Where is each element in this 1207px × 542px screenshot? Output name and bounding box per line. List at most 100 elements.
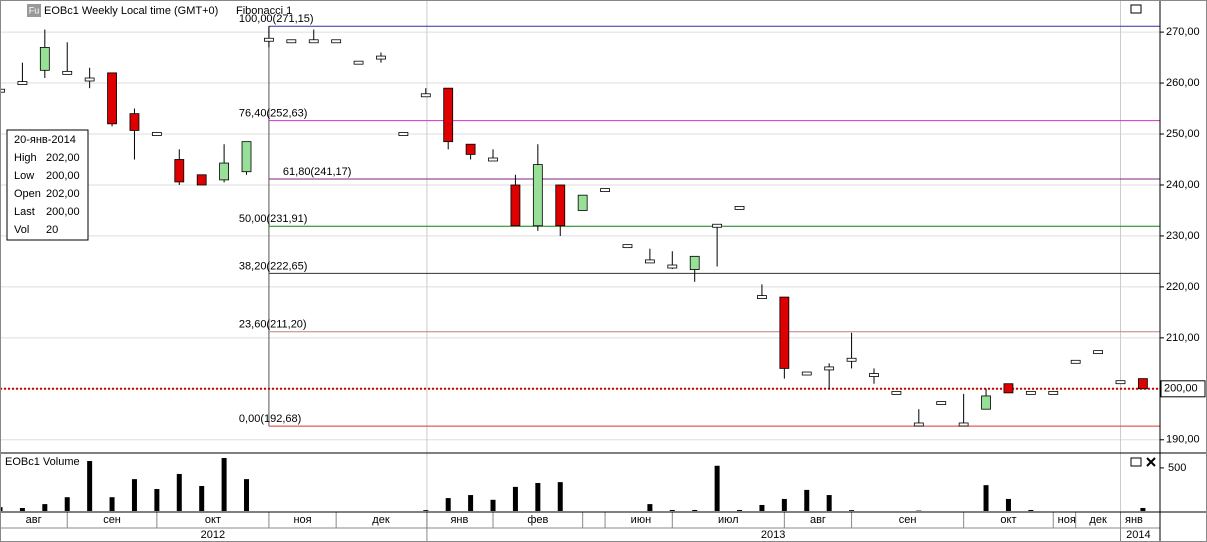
year-label: 2013	[761, 529, 785, 541]
fib-label: 38,20(222,65)	[239, 260, 307, 272]
y-tick-label: 230,00	[1166, 230, 1200, 242]
volume-bar	[535, 483, 541, 511]
month-label: авг	[26, 514, 42, 526]
year-label: 2012	[201, 529, 225, 541]
candle-body	[689, 255, 700, 270]
volume-bar	[445, 498, 451, 511]
info-value: 200,00	[46, 170, 80, 182]
volume-bar	[849, 510, 855, 511]
volume-bar	[804, 489, 810, 511]
candle-body	[510, 184, 521, 227]
candle-body	[353, 60, 364, 65]
candle-body	[824, 366, 835, 371]
candle-body	[757, 295, 767, 299]
y-tick-label: 260,00	[1166, 77, 1200, 89]
candle-body	[1115, 380, 1126, 385]
info-label: Last	[14, 206, 35, 218]
volume-bar	[826, 495, 832, 511]
year-label: 2014	[1126, 529, 1150, 541]
volume-bar	[737, 509, 743, 511]
icon[interactable]	[27, 4, 41, 17]
month-label: дек	[1089, 514, 1107, 526]
volume-bar	[468, 495, 474, 511]
volume-bar	[1028, 509, 1034, 511]
y-tick-label: 270,00	[1166, 26, 1200, 38]
candle-body	[196, 174, 207, 186]
volume-bar	[87, 461, 93, 511]
month-label: ноя	[293, 514, 311, 526]
y-tick-label: 210,00	[1166, 332, 1200, 344]
y-tick-label: 240,00	[1166, 179, 1200, 191]
candle-body	[0, 88, 5, 93]
candle-body	[1048, 390, 1059, 395]
candle-body	[488, 157, 498, 162]
month-label: окт	[1000, 514, 1016, 526]
y-tick-label: 250,00	[1166, 128, 1200, 140]
candle-body	[376, 55, 386, 60]
candle-body	[398, 132, 409, 136]
fib-label: 61,80(241,17)	[283, 166, 352, 178]
volume-bar	[1140, 507, 1146, 511]
volume-bar	[692, 509, 698, 511]
v-tick-label: 500	[1168, 462, 1186, 474]
volume-bar	[490, 499, 496, 511]
info-value: 202,00	[46, 188, 80, 200]
volume-bar	[512, 486, 518, 511]
last-price-label: 200,00	[1164, 383, 1198, 395]
y-tick-label: 220,00	[1166, 281, 1200, 293]
candle-body	[981, 395, 991, 410]
month-label: авг	[810, 514, 826, 526]
candle-body	[913, 422, 924, 427]
month-label: дек	[372, 514, 390, 526]
candle-body	[107, 72, 117, 125]
month-label: фев	[527, 514, 548, 526]
volume-bar	[109, 497, 115, 511]
candle-body	[734, 206, 745, 210]
fib-label: 23,60(211,20)	[239, 319, 307, 331]
icon-label: Fu	[29, 5, 40, 15]
candle-body	[869, 373, 879, 377]
info-box: 20-янв-2014 High 202,00 Low 200,00 Open 202,0…	[6, 129, 89, 241]
last-price-box	[1160, 380, 1206, 398]
candle-body	[129, 113, 140, 131]
info-label: Vol	[14, 224, 29, 236]
candle-body	[1025, 390, 1036, 395]
volume-bar	[154, 489, 160, 511]
volume-bar	[1005, 498, 1011, 511]
candle-body	[241, 141, 252, 173]
study-label[interactable]: Fibonacci 1	[236, 5, 292, 17]
volume-bar	[0, 507, 3, 511]
close-button[interactable]	[1146, 457, 1156, 467]
volume-bar	[244, 479, 250, 511]
candle-body	[17, 81, 28, 85]
candle-body	[712, 223, 723, 228]
maximize-button[interactable]	[1130, 457, 1142, 467]
candle-body	[1093, 350, 1103, 355]
plot: 100,00(271,15) 76,40(252,63) 61,80(241,17)…	[0, 13, 1160, 511]
chart-title[interactable]: EOBc1 Weekly Local time (GMT+0)	[44, 5, 218, 17]
candle-body	[286, 39, 297, 44]
maximize-button[interactable]	[1130, 4, 1142, 14]
candle-body	[667, 264, 678, 269]
volume-bar	[199, 486, 205, 511]
volume-bar	[647, 504, 653, 511]
info-value: 20	[46, 224, 58, 236]
candle-body	[174, 159, 185, 183]
candle-body	[443, 87, 454, 143]
candle-body	[936, 401, 947, 405]
volume-bar	[557, 482, 563, 511]
volume-title: EOBc1 Volume	[5, 456, 80, 468]
y-tick-label: 190,00	[1166, 434, 1200, 446]
volume-bar	[131, 479, 137, 511]
candle-body	[532, 164, 543, 227]
month-label: янв	[1125, 514, 1143, 526]
candle-body	[622, 244, 633, 249]
candle-body	[779, 296, 790, 369]
candle-body	[1070, 359, 1081, 364]
month-label: сен	[899, 514, 917, 526]
candle-body	[151, 132, 162, 136]
volume-bar	[221, 458, 227, 511]
info-date: 20-янв-2014	[14, 134, 76, 146]
fib-label: 76,40(252,63)	[239, 108, 307, 120]
